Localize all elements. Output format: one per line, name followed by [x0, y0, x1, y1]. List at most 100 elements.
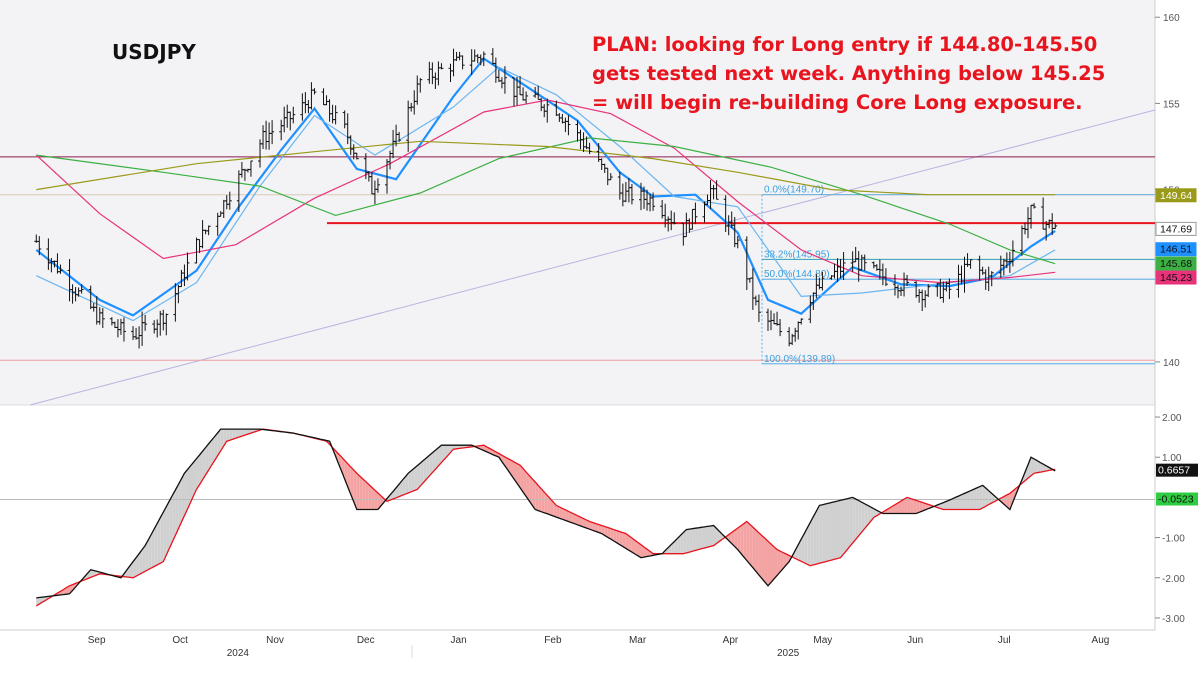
oscillator-fill	[1040, 462, 1044, 473]
oscillator-fill	[69, 584, 73, 594]
x-axis-month-11: Aug	[1092, 635, 1110, 646]
oscillator-fill	[801, 533, 805, 563]
osc-tag-0	[1156, 463, 1198, 477]
price-tag-label-0: 149.64	[1160, 190, 1192, 202]
oscillator-fill	[157, 517, 161, 565]
oscillator-fill	[731, 530, 735, 547]
ma-olive-line	[36, 140, 1056, 196]
oscillator-fill	[774, 546, 778, 579]
oscillator-fill	[695, 527, 699, 551]
oscillator-fill	[901, 499, 905, 514]
osc-tag-label-1: -0.0523	[1158, 494, 1194, 506]
oscillator-signal-line	[35, 428, 1056, 607]
oscillator-fill	[199, 451, 203, 485]
oscillator-fill	[607, 527, 611, 540]
oscillator-fill	[350, 466, 354, 502]
oscillator-fill	[411, 468, 415, 492]
oscillator-fill	[229, 429, 233, 441]
oscillator-fill	[949, 498, 953, 510]
plan-line-2: gets tested next week. Anything below 14…	[592, 62, 1106, 85]
oscillator-fill	[405, 473, 409, 495]
oscillator-fill	[435, 447, 439, 470]
oscillator-fill	[946, 500, 950, 510]
oscillator-fill	[979, 485, 983, 510]
oscillator-fill	[625, 533, 629, 551]
oscillator-fill	[637, 542, 641, 558]
osc-axis-label-0: 2.00	[1162, 413, 1182, 424]
oscillator-fill	[172, 489, 176, 542]
oscillator-fill	[196, 454, 200, 490]
oscillator-fill	[163, 506, 167, 562]
oscillator-fill	[535, 482, 539, 511]
price-panel-background	[0, 0, 1155, 405]
oscillator-fill	[414, 465, 418, 491]
oscillator-fill	[686, 529, 690, 553]
chart-title: USDJPY	[112, 40, 196, 64]
oscillator-fill	[628, 535, 632, 553]
x-axis-month-6: Mar	[629, 635, 647, 646]
oscillator-fill	[571, 512, 575, 524]
osc-tag-label-0: 0.6657	[1158, 465, 1190, 477]
oscillator-fill	[184, 469, 188, 516]
oscillator-fill	[810, 516, 814, 566]
oscillator-fill	[208, 440, 212, 471]
oscillator-fill	[613, 529, 617, 543]
oscillator-fill	[238, 429, 242, 438]
oscillator-fill	[514, 461, 518, 484]
oscillator-fill	[985, 488, 989, 507]
x-axis-month-7: Apr	[723, 635, 739, 646]
oscillator-fill	[589, 521, 593, 531]
price-axis-label-0: 160	[1163, 13, 1180, 24]
oscillator-fill	[813, 511, 817, 565]
oscillator-fill	[429, 452, 433, 476]
axis-layer: 160155150140149.64147.69146.51145.68145.…	[88, 13, 1198, 659]
oscillator-fill	[758, 532, 762, 579]
oscillator-fill	[804, 527, 808, 565]
oscillator-fill	[873, 508, 877, 518]
oscillator-fill	[683, 529, 687, 554]
oscillator-fill	[840, 499, 844, 558]
oscillator-fill	[798, 539, 802, 562]
oscillator-fill	[837, 500, 841, 559]
x-axis-month-4: Jan	[451, 635, 467, 646]
price-tag-label-1: 147.69	[1160, 223, 1192, 235]
oscillator-fill	[1034, 458, 1038, 474]
oscillator-fill	[523, 468, 527, 497]
oscillator-fill	[743, 521, 747, 561]
osc-axis-label-2: -1.00	[1162, 534, 1185, 545]
x-axis-month-8: May	[813, 635, 832, 646]
oscillator-fill	[417, 463, 421, 490]
oscillator-fill	[139, 549, 143, 575]
oscillator-fill	[925, 503, 929, 510]
oscillator-fill	[501, 455, 505, 466]
oscillator-fill	[202, 447, 206, 480]
oscillator-fill	[976, 486, 980, 510]
oscillator-fill	[1006, 493, 1010, 510]
oscillator-fill	[583, 518, 587, 529]
oscillator-fill	[133, 557, 137, 578]
oscillator-fill	[517, 463, 521, 488]
oscillator-fill	[565, 509, 569, 522]
oscillator-fill	[205, 443, 209, 475]
oscillator-fill	[952, 497, 956, 510]
oscillator-fill	[767, 541, 772, 586]
oscillator-fill	[940, 502, 944, 510]
oscillator-fill	[644, 546, 648, 558]
oscillator-fill	[704, 526, 708, 549]
oscillator-fill	[689, 528, 693, 553]
oscillator-fill	[211, 436, 215, 466]
price-tag-0	[1155, 188, 1197, 203]
oscillator-fill	[907, 497, 911, 514]
oscillator-fill	[193, 458, 197, 496]
oscillator-fill	[178, 478, 182, 529]
oscillator-fill	[187, 465, 191, 510]
oscillator-fill	[777, 549, 781, 576]
oscillator-fill	[910, 498, 914, 514]
oscillator-fill	[1031, 457, 1035, 476]
oscillator-fill	[377, 492, 381, 510]
oscillator-fill	[544, 492, 548, 514]
oscillator-fill	[217, 429, 221, 456]
x-axis-month-3: Dec	[357, 635, 375, 646]
x-axis-month-0: Sep	[88, 635, 106, 646]
